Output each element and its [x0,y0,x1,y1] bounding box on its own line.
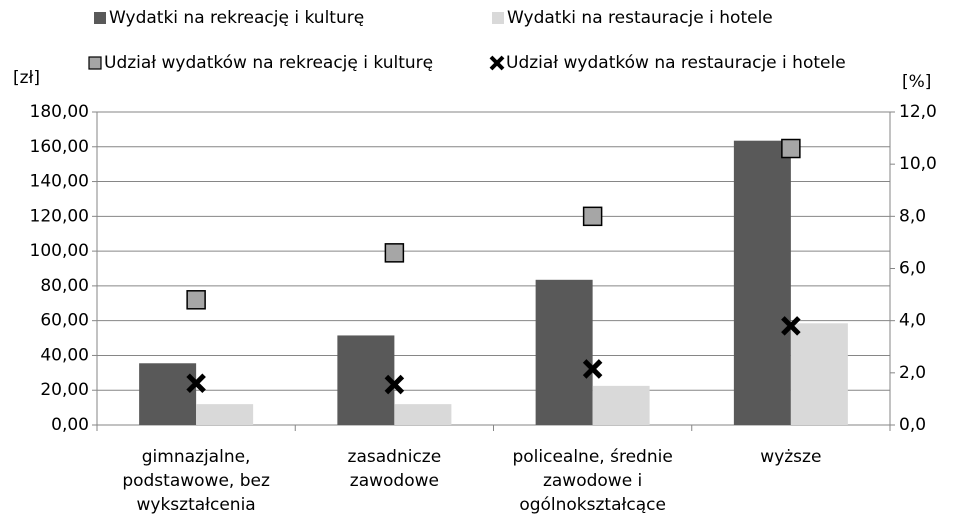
legend-swatch [88,56,102,70]
point [186,373,206,394]
y2-tick-label: 0,0 [899,415,926,435]
point [582,359,603,379]
y-tick-label: 60,00 [40,311,89,331]
bar [394,404,452,425]
point [186,290,206,310]
legend-swatch [94,12,106,24]
bar [139,363,197,425]
y-tick-label: 180,00 [30,102,89,122]
x-tick-label: gimnazjalne, podstawowe, bez wykształcenia [122,447,270,515]
point [384,374,405,395]
x-tick-label: policealne, średnie zawodowe i ogólnokszta… [512,447,672,515]
bar [337,335,395,425]
bar [790,323,848,425]
y2-tick-label: 12,0 [899,102,937,122]
y2-tick-label: 10,0 [899,154,937,174]
y-tick-label: 0,00 [51,415,89,435]
y2-tick-label: 4,0 [899,311,926,331]
y-tick-label: 40,00 [40,345,89,365]
y-tick-label: 140,00 [30,172,89,192]
bar [592,385,650,425]
bar [733,140,791,426]
x-tick-label: zasadnicze zawodowe [348,447,442,491]
legend-label: Wydatki na restauracje i hotele [507,8,773,28]
point [781,138,801,159]
point [582,206,603,227]
y2-axis-label: [%] [902,72,931,92]
bar [535,279,593,425]
y-tick-label: 120,00 [30,206,89,226]
legend-label: Udział wydatków na rekreację i kulturę [104,53,433,73]
y-tick-label: 20,00 [40,380,89,400]
legend-label: Wydatki na rekreację i kulturę [109,8,364,28]
legend-label: Udział wydatków na restauracje i hotele [506,53,846,73]
y-axis-label: [zł] [13,68,40,88]
legend-swatch [492,12,504,24]
y2-tick-label: 2,0 [899,363,926,383]
y-tick-label: 160,00 [30,137,89,157]
y2-tick-label: 8,0 [899,206,926,226]
y2-tick-label: 6,0 [899,259,926,279]
bar [196,404,254,425]
point [384,243,405,263]
legend-swatch [489,55,505,71]
y-tick-label: 80,00 [40,276,89,296]
point [781,316,801,336]
x-tick-label: wyższe [760,447,821,467]
y-tick-label: 100,00 [30,241,89,261]
